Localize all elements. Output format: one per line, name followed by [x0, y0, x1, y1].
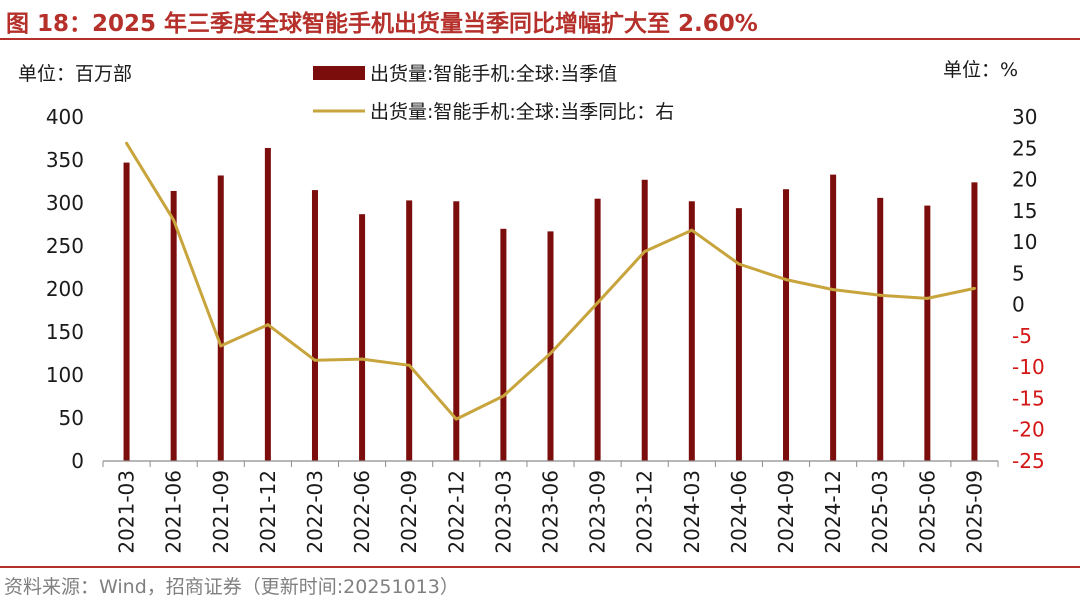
- x-tick-label: 2025-06: [915, 470, 939, 554]
- yoy-point-2021-09: [219, 344, 223, 348]
- line-series: [125, 141, 976, 421]
- x-tick-label: 2024-12: [821, 470, 845, 554]
- yoy-point-2022-12: [454, 417, 458, 421]
- right-tick-label: 20: [1012, 168, 1037, 192]
- source-divider: [0, 566, 1080, 568]
- right-tick-label: 10: [1012, 230, 1037, 254]
- bar-2021-12: [264, 147, 271, 461]
- right-tick-label: -5: [1012, 324, 1032, 348]
- figure-title: 图 18：2025 年三季度全球智能手机出货量当季同比增幅扩大至 2.60%: [6, 11, 758, 37]
- yoy-point-2022-03: [313, 358, 317, 362]
- left-tick-label: 0: [71, 449, 84, 473]
- left-axis-unit-label: 单位：百万部: [18, 63, 132, 85]
- yoy-point-2024-06: [737, 262, 741, 266]
- source-note: 资料来源：Wind，招商证券（更新时间:20251013）: [4, 576, 459, 598]
- yoy-point-2024-12: [831, 288, 835, 292]
- left-tick-label: 350: [46, 148, 84, 172]
- x-tick-label: 2022-09: [397, 470, 421, 554]
- x-tick-label: 2024-09: [774, 470, 798, 554]
- yoy-point-2021-12: [266, 323, 270, 327]
- right-tick-label: -20: [1012, 418, 1045, 442]
- bar-series: [123, 147, 978, 462]
- x-tick-label: 2023-03: [491, 470, 515, 554]
- right-tick-label: -10: [1012, 355, 1045, 379]
- right-tick-label: -25: [1012, 449, 1045, 473]
- bar-2021-03: [123, 162, 130, 461]
- yoy-point-2025-09: [972, 286, 976, 290]
- left-tick-label: 50: [59, 406, 84, 430]
- x-tick-label: 2024-06: [727, 470, 751, 554]
- bar-2022-03: [311, 190, 318, 461]
- yoy-point-2024-09: [784, 278, 788, 282]
- right-tick-label: 0: [1012, 293, 1025, 317]
- yoy-point-2023-03: [501, 394, 505, 398]
- x-tick-label: 2023-12: [633, 470, 657, 554]
- bar-2025-09: [971, 182, 978, 462]
- bar-2023-06: [547, 231, 554, 461]
- yoy-point-2021-03: [125, 141, 129, 145]
- yoy-point-2025-06: [925, 296, 929, 300]
- left-tick-label: 150: [46, 320, 84, 344]
- x-tick-label: 2024-03: [680, 470, 704, 554]
- right-axis-ticks: 30 25 20 15 10 5 0 -5 -10 -15 -20 -25: [1012, 105, 1045, 473]
- bar-2024-09: [783, 189, 790, 462]
- left-tick-label: 250: [46, 234, 84, 258]
- title-underline: [0, 38, 1080, 40]
- left-axis-ticks: 0 50 100 150 200 250 300 350 400: [46, 105, 84, 473]
- x-tick-label: 2021-06: [162, 470, 186, 554]
- bar-2024-06: [735, 208, 742, 461]
- yoy-point-2023-12: [643, 249, 647, 253]
- x-tick-label: 2023-06: [539, 470, 563, 554]
- x-tick-label: 2022-03: [303, 470, 327, 554]
- right-axis-unit-label: 单位：%: [943, 59, 1018, 81]
- yoy-point-2022-09: [407, 363, 411, 367]
- yoy-point-2021-06: [172, 218, 176, 222]
- bar-2023-12: [641, 179, 648, 461]
- legend: 出货量:智能手机:全球:当季值 出货量:智能手机:全球:当季同比：右: [313, 63, 674, 123]
- right-tick-label: 5: [1012, 261, 1025, 285]
- legend-line-label: 出货量:智能手机:全球:当季同比：右: [370, 101, 674, 123]
- yoy-point-2025-03: [878, 293, 882, 297]
- bar-2024-12: [830, 174, 837, 461]
- x-axis-labels: 2021-03 2021-06 2021-09 2021-12 2022-03 2022-…: [115, 470, 987, 554]
- x-tick-label: 2021-12: [256, 470, 280, 554]
- left-tick-label: 200: [46, 277, 84, 301]
- yoy-point-2023-06: [549, 351, 552, 355]
- legend-bar-swatch: [313, 66, 365, 80]
- left-tick-label: 400: [46, 105, 84, 129]
- legend-bar-label: 出货量:智能手机:全球:当季值: [370, 63, 617, 85]
- bar-2022-12: [453, 201, 460, 461]
- bar-2022-06: [359, 214, 366, 461]
- bar-2022-09: [406, 200, 413, 462]
- x-tick-label: 2022-06: [350, 470, 374, 554]
- right-tick-label: 30: [1012, 105, 1037, 129]
- bar-2023-03: [500, 228, 507, 461]
- right-tick-label: 25: [1012, 136, 1037, 160]
- right-tick-label: -15: [1012, 386, 1045, 410]
- x-tick-label: 2025-03: [868, 470, 892, 554]
- x-tick-label: 2021-03: [115, 470, 139, 554]
- bar-2021-09: [217, 175, 224, 462]
- left-tick-label: 300: [46, 191, 84, 215]
- bar-2025-06: [924, 205, 931, 461]
- bar-2025-03: [877, 197, 884, 461]
- yoy-point-2023-09: [596, 301, 600, 305]
- x-tick-label: 2023-09: [586, 470, 610, 554]
- x-tick-label: 2022-12: [444, 470, 468, 554]
- x-tick-label: 2021-09: [209, 470, 233, 554]
- left-tick-label: 100: [46, 363, 84, 387]
- axes: [102, 460, 999, 467]
- bar-2023-09: [594, 198, 601, 461]
- yoy-point-2022-06: [360, 357, 364, 361]
- bar-2021-06: [170, 190, 177, 461]
- yoy-point-2024-03: [690, 228, 694, 232]
- right-tick-label: 15: [1012, 199, 1037, 223]
- bar-2024-03: [688, 201, 695, 461]
- x-tick-label: 2025-09: [962, 470, 986, 554]
